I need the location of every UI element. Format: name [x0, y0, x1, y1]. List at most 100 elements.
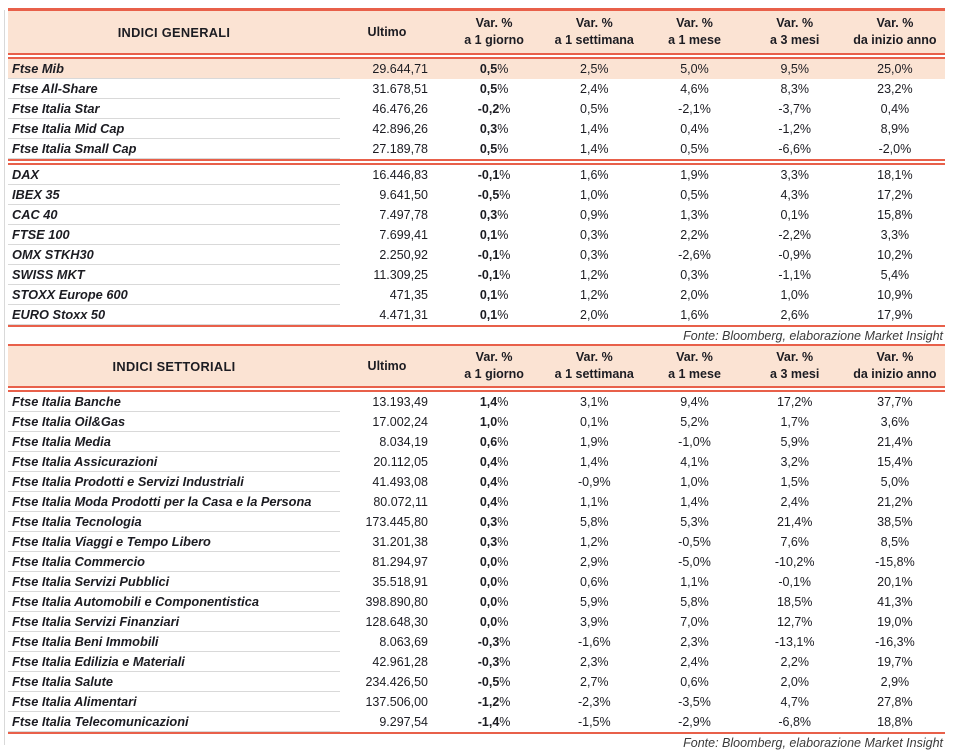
- column-header-var-1m: Var. % a 1 mese: [644, 346, 744, 386]
- chg-1d: 0,4%: [479, 495, 509, 509]
- last-value: 11.309,25: [373, 268, 428, 282]
- chg-3m: -13,1%: [774, 635, 815, 649]
- column-header-var-1d: Var. % a 1 giorno: [444, 346, 544, 386]
- chg-3m: 17,2%: [776, 395, 813, 409]
- chg-ytd: 15,4%: [877, 455, 913, 469]
- chg-1d: -0,2%: [477, 102, 511, 116]
- chg-1w: 1,4%: [580, 142, 609, 156]
- chg-ytd: 21,4%: [877, 435, 913, 449]
- chg-ytd: 25,0%: [877, 62, 913, 76]
- last-value: 29.644,71: [372, 62, 428, 76]
- header-line: a 1 settimana: [554, 367, 634, 381]
- column-header-var-ytd: Var. % da inizio anno: [845, 346, 945, 386]
- chg-3m: 1,0%: [780, 288, 809, 302]
- chg-1d: 0,4%: [479, 475, 509, 489]
- last-value: 173.445,80: [365, 515, 428, 529]
- chg-3m: 3,3%: [780, 168, 809, 182]
- index-name: Ftse Italia Salute: [8, 672, 340, 692]
- index-name: Ftse Italia Viaggi e Tempo Libero: [8, 532, 340, 552]
- chg-1w: 0,6%: [580, 575, 609, 589]
- chg-1m: -5,0%: [678, 555, 711, 569]
- index-name: Ftse Italia Star: [8, 99, 340, 119]
- chg-1m: -3,5%: [678, 695, 711, 709]
- chg-1w: 0,1%: [580, 415, 609, 429]
- chg-3m: 2,2%: [780, 655, 809, 669]
- chg-1w: -1,5%: [577, 715, 611, 729]
- header-line: a 1 mese: [668, 33, 721, 47]
- chg-1w: 2,3%: [580, 655, 609, 669]
- table-row: STOXX Europe 600 471,35 0,1% 1,2% 2,0% 1,0% 10…: [8, 285, 945, 305]
- chg-1m: 1,6%: [680, 308, 709, 322]
- table-row: FTSE 100 7.699,41 0,1% 0,3% 2,2% -2,2% 3,3%: [8, 225, 945, 245]
- chg-1m: 4,1%: [680, 455, 709, 469]
- chg-ytd: 0,4%: [880, 102, 910, 116]
- chg-1d: 0,5%: [479, 82, 509, 96]
- header-line: Var. %: [676, 16, 713, 30]
- table-row: Ftse Italia Oil&Gas 17.002,24 1,0% 0,1% 5,2%…: [8, 412, 945, 432]
- chg-1w: 0,9%: [580, 208, 609, 222]
- chg-1d: 0,0%: [479, 615, 509, 629]
- chg-ytd: 10,2%: [877, 248, 913, 262]
- last-value: 31.201,38: [372, 535, 428, 549]
- header-line: Var. %: [575, 16, 613, 30]
- chg-1d: -0,1%: [477, 248, 511, 262]
- chg-ytd: 17,9%: [877, 308, 913, 322]
- chg-1d: 0,1%: [479, 228, 509, 242]
- table-top-border: [8, 8, 945, 11]
- header-line: a 3 mesi: [770, 367, 820, 381]
- column-header-ultimo: Ultimo: [367, 25, 407, 39]
- chg-1w: 1,2%: [580, 535, 609, 549]
- table-row: Ftse Italia Mid Cap 42.896,26 0,3% 1,4% 0,4%…: [8, 119, 945, 139]
- chg-1w: -1,6%: [577, 635, 611, 649]
- table-row: IBEX 35 9.641,50 -0,5% 1,0% 0,5% 4,3% 17,2%: [8, 185, 945, 205]
- chg-3m: 0,1%: [780, 208, 809, 222]
- table-row: Ftse Italia Assicurazioni 20.112,05 0,4% 1,…: [8, 452, 945, 472]
- table-row: Ftse Italia Beni Immobili 8.063,69 -0,3% -1…: [8, 632, 945, 652]
- chg-1d: 0,5%: [479, 142, 509, 156]
- table-row: SWISS MKT 11.309,25 -0,1% 1,2% 0,3% -1,1% 5,4%: [8, 265, 945, 285]
- header-line: Var. %: [676, 350, 713, 364]
- table-bottom-border: [8, 732, 945, 734]
- header-line: Var. %: [876, 16, 914, 30]
- chg-1w: 0,3%: [580, 248, 609, 262]
- column-header-var-1w: Var. % a 1 settimana: [544, 346, 644, 386]
- chg-1m: 2,0%: [680, 288, 709, 302]
- chg-ytd: 3,6%: [880, 415, 910, 429]
- chg-ytd: 3,3%: [880, 228, 910, 242]
- chg-1d: -1,2%: [477, 695, 511, 709]
- source-note: Fonte: Bloomberg, elaborazione Market In…: [683, 329, 943, 343]
- table-row: EURO Stoxx 50 4.471,31 0,1% 2,0% 1,6% 2,6% 17,…: [8, 305, 945, 325]
- header-line: Var. %: [575, 350, 613, 364]
- table-row: Ftse All-Share 31.678,51 0,5% 2,4% 4,6% 8,3% 2…: [8, 79, 945, 99]
- table-row: Ftse Italia Tecnologia 173.445,80 0,3% 5,8%…: [8, 512, 945, 532]
- chg-ytd: 8,5%: [880, 535, 910, 549]
- chg-3m: -6,8%: [778, 715, 812, 729]
- table-row: Ftse Italia Moda Prodotti per la Casa e …: [8, 492, 945, 512]
- header-line: Var. %: [475, 16, 513, 30]
- last-value: 46.476,26: [372, 102, 428, 116]
- chg-1m: 5,3%: [680, 515, 709, 529]
- index-name: Ftse Italia Telecomunicazioni: [8, 712, 340, 732]
- index-name: Ftse Italia Servizi Pubblici: [8, 572, 340, 592]
- table-row: Ftse Italia Salute 234.426,50 -0,5% 2,7% 0,6…: [8, 672, 945, 692]
- header-line: da inizio anno: [853, 367, 937, 381]
- chg-ytd: 38,5%: [877, 515, 913, 529]
- chg-ytd: 19,0%: [877, 615, 913, 629]
- chg-1d: 0,3%: [479, 515, 509, 529]
- index-name: Ftse Italia Prodotti e Servizi Industria…: [8, 472, 340, 492]
- chg-1m: 4,6%: [680, 82, 709, 96]
- index-name: Ftse Italia Commercio: [8, 552, 340, 572]
- column-header-var-1d: Var. % a 1 giorno: [444, 11, 544, 53]
- chg-1d: 0,1%: [479, 308, 509, 322]
- header-line: Var. %: [776, 16, 814, 30]
- table-row: Ftse Italia Automobili e Componentistica…: [8, 592, 945, 612]
- chg-1m: -2,1%: [678, 102, 711, 116]
- chg-1d: 0,3%: [479, 122, 509, 136]
- chg-1w: 2,4%: [580, 82, 609, 96]
- table-row: Ftse Mib 29.644,71 0,5% 2,5% 5,0% 9,5% 25,0%: [8, 59, 945, 79]
- chg-1m: 1,3%: [680, 208, 709, 222]
- chg-1w: 2,9%: [580, 555, 609, 569]
- chg-1w: 2,7%: [580, 675, 609, 689]
- table-row: Ftse Italia Small Cap 27.189,78 0,5% 1,4% 0,…: [8, 139, 945, 159]
- double-divider: [8, 159, 945, 165]
